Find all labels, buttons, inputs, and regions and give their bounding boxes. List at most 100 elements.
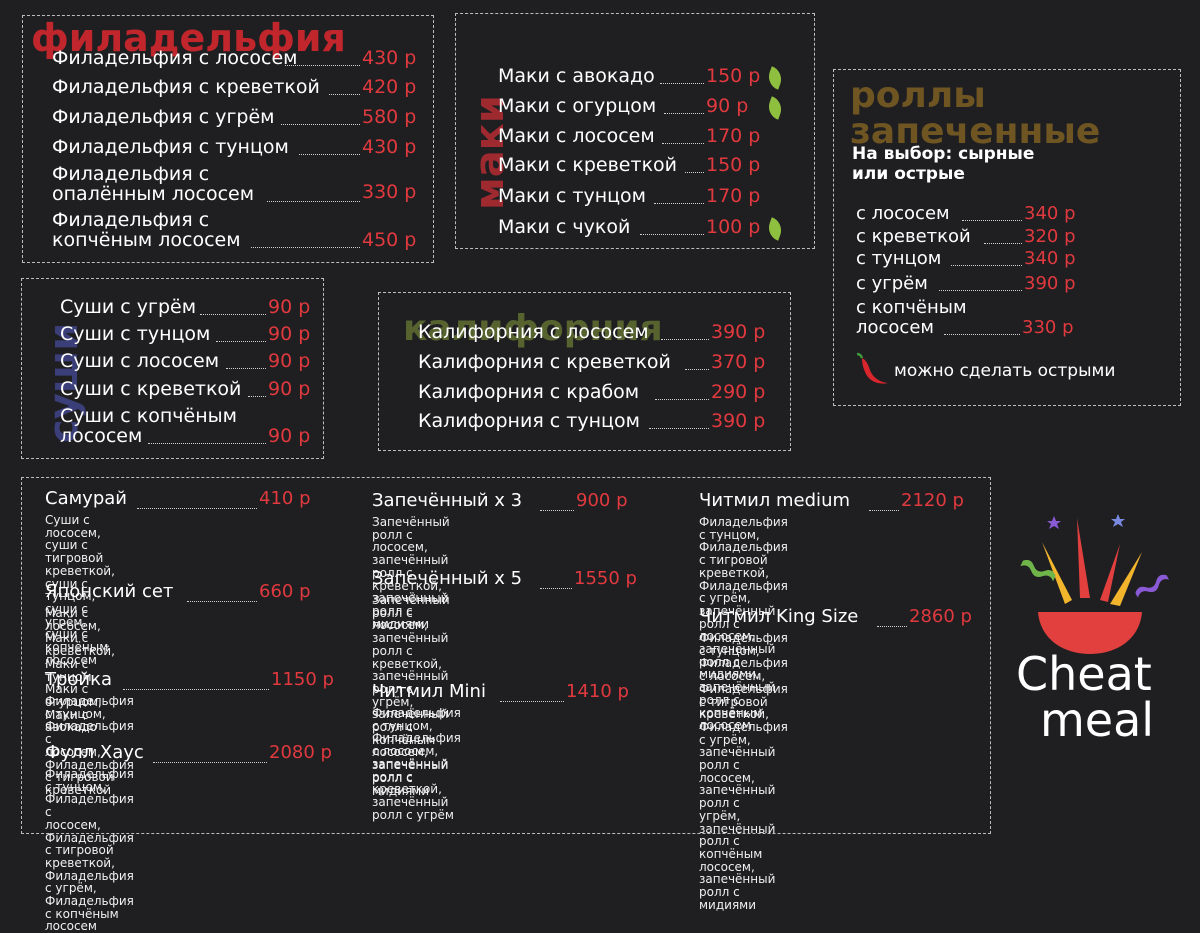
item-price: 390 р: [711, 321, 766, 343]
set-price: 1150 р: [271, 669, 334, 690]
item-name-line1: с копчёным: [856, 297, 967, 318]
item-name: с угрём: [856, 273, 928, 294]
set-price: 660 р: [259, 581, 311, 602]
item-name: Суши с тунцом: [60, 323, 211, 345]
logo: Cheat meal: [1010, 508, 1180, 768]
set-price: 1410 р: [566, 681, 629, 702]
leader-dots: [281, 124, 360, 125]
item-price: 100 р: [706, 216, 761, 238]
leader-dots: [267, 201, 360, 202]
item-name: Калифорния с крабом: [418, 381, 640, 403]
set-description: Филадельфия с тунцом, Филадельфия с лосос…: [45, 694, 134, 797]
leader-dots: [655, 399, 709, 400]
item-name: с креветкой: [856, 226, 971, 247]
item-name-line2: лососем: [856, 317, 934, 338]
leader-dots: [664, 113, 704, 114]
item-name: Маки с креветкой: [498, 154, 678, 176]
item-price: 320 р: [1024, 226, 1076, 247]
item-name: Калифорния с тунцом: [418, 410, 640, 432]
item-price: 90 р: [268, 350, 311, 372]
leader-dots: [660, 83, 704, 84]
maki-panel: маки Маки с авокадо 150 р Маки с огурцом…: [455, 13, 815, 249]
set-title: Самурай: [45, 488, 127, 509]
item-name: Филадельфия с лососем: [52, 47, 298, 69]
set-description: Филадельфия с тунцом, Филадельфия с тигро…: [699, 515, 788, 733]
leader-dots: [251, 247, 360, 248]
leader-dots: [649, 428, 709, 429]
leader-dots: [285, 65, 360, 66]
item-name: Суши с креветкой: [60, 378, 242, 400]
leader-dots: [869, 510, 899, 511]
chili-pepper-icon: [856, 352, 888, 384]
leader-dots: [123, 689, 269, 690]
item-price: 150 р: [706, 65, 761, 87]
item-price: 420 р: [362, 76, 417, 98]
baked-subtitle-line1: На выбор: сырные: [852, 144, 1035, 164]
sets-panel: Самурай 410 р Суши с лососем, суши с тигр…: [21, 477, 991, 933]
leader-dots: [939, 290, 1022, 291]
item-price: 90 р: [268, 378, 311, 400]
leaf-icon: [765, 66, 785, 90]
item-price: 580 р: [362, 106, 417, 128]
philadelphia-heading: филадельфия: [31, 16, 346, 60]
sushi-panel: суши Суши с угрём 90 р Суши с тунцом 90 …: [21, 278, 324, 459]
leader-dots: [662, 143, 704, 144]
item-name: Филадельфия с креветкой: [52, 76, 320, 98]
leader-dots: [148, 443, 266, 444]
item-price: 430 р: [362, 47, 417, 69]
set-title: Тройка: [45, 669, 113, 690]
set-price: 2080 р: [269, 742, 332, 763]
item-name-line1: Филадельфия с: [52, 209, 210, 231]
set-title: Запечённый х 3: [372, 490, 523, 511]
set-price: 900 р: [576, 490, 628, 511]
item-name: Калифорния с лососем: [418, 321, 649, 343]
item-name: Маки с тунцом: [498, 185, 647, 207]
item-name: Филадельфия с угрём: [52, 106, 275, 128]
leader-dots: [329, 94, 360, 95]
baked-heading-line1: роллы: [850, 75, 986, 116]
california-heading: калифорния: [403, 308, 663, 349]
set-description: Маки с лососем, Маки с креветкой, Маки с …: [45, 606, 115, 735]
set-title: Читмил King Size: [699, 606, 859, 627]
set-description: Филадельфия с тунцом, Филадельфия с лосос…: [45, 767, 134, 933]
leader-dots: [248, 396, 266, 397]
item-price: 390 р: [711, 410, 766, 432]
set-description: Суши с лососем, суши с тигровой креветкой…: [45, 513, 115, 667]
item-price: 90 р: [706, 95, 749, 117]
leader-dots: [540, 588, 572, 589]
item-name-line2: лососем: [60, 425, 143, 447]
item-price: 340 р: [1024, 203, 1076, 224]
item-name: Маки с огурцом: [498, 95, 657, 117]
item-name-line2: опалённым лососем: [52, 183, 255, 205]
item-price: 90 р: [268, 425, 311, 447]
item-price: 330 р: [1022, 317, 1074, 338]
set-title: Запечённый х 5: [372, 568, 523, 589]
spicy-note: можно сделать острыми: [894, 361, 1116, 381]
item-price: 340 р: [1024, 248, 1076, 269]
leader-dots: [661, 339, 709, 340]
set-description: Филадельфия с тунцом, Филадельфия с лосос…: [699, 631, 788, 912]
leader-dots: [951, 265, 1022, 266]
item-price: 390 р: [1024, 273, 1076, 294]
item-price: 450 р: [362, 229, 417, 251]
logo-text-line2: meal: [1040, 693, 1155, 747]
set-price: 2120 р: [901, 490, 964, 511]
leader-dots: [984, 243, 1022, 244]
leader-dots: [153, 762, 267, 763]
leader-dots: [640, 234, 704, 235]
set-description: Запечённый ролл с лососем, запечённый рол…: [372, 593, 450, 798]
baked-subtitle-line2: или острые: [852, 164, 965, 184]
leader-dots: [299, 154, 360, 155]
baked-rolls-panel: роллы запеченные На выбор: сырные или ос…: [833, 69, 1181, 406]
philadelphia-panel: филадельфия Филадельфия с лососем 430 р …: [22, 15, 434, 263]
item-name: Суши с угрём: [60, 296, 197, 318]
logo-text-line1: Cheat: [1016, 647, 1152, 701]
set-price: 2860 р: [909, 606, 972, 627]
leader-dots: [226, 368, 266, 369]
item-price: 370 р: [711, 351, 766, 373]
item-name: Филадельфия с тунцом: [52, 136, 289, 158]
item-price: 90 р: [268, 323, 311, 345]
item-price: 150 р: [706, 154, 761, 176]
leader-dots: [877, 626, 907, 627]
item-price: 430 р: [362, 136, 417, 158]
